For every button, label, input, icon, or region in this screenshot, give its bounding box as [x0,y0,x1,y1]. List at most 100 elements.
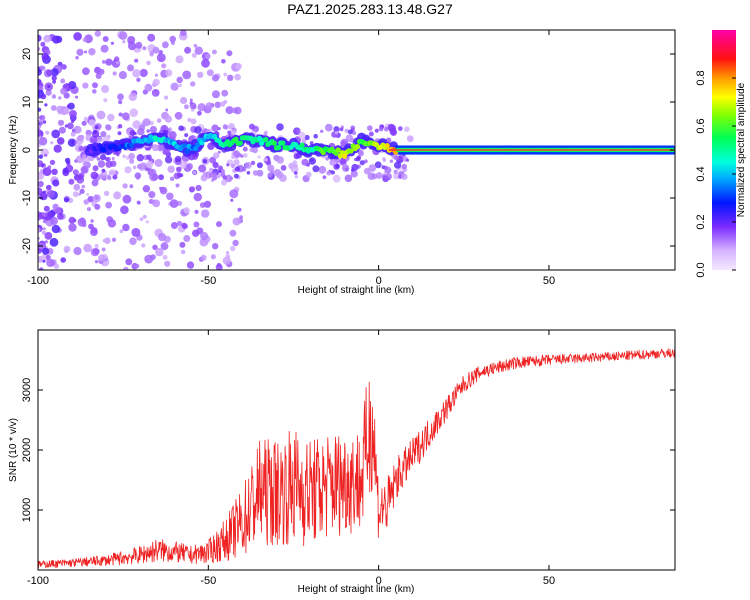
spectrogram-scatter-blob [355,156,361,162]
spectrogram-y-axis-title: Frequency (Hz) [8,116,19,185]
spectrogram-noise-blob [174,111,183,120]
spectrogram-noise-blob [82,82,89,89]
spectrogram-scatter-blob [78,146,84,152]
spectrogram-scatter-blob [109,169,116,176]
spectrogram-scatter-blob [112,174,118,180]
spectrogram-noise-blob [107,113,115,122]
spectrogram-noise-blob [134,263,140,269]
spectrogram-scatter-blob [211,124,219,132]
spectrogram-scatter-blob [151,173,159,181]
spectrogram-noise-blob [212,243,219,250]
spectrogram-noise-blob [128,42,137,51]
spectrogram-scatter-blob [194,126,202,134]
spectrogram-scatter-blob [322,175,327,180]
spectrogram-noise-blob [92,82,98,89]
spectrogram-scatter-blob [393,155,399,161]
spectrogram-noise-blob [152,244,158,250]
spectrogram-noise-blob [145,220,149,224]
snr-y-tick-label: 2000 [21,438,33,462]
spectrogram-noise-blob [203,200,212,208]
spectrogram-noise-blob [83,116,89,122]
spectrogram-x-tick-label: -50 [200,275,216,287]
spectrogram-noise-blob [51,224,61,234]
spectrogram-noise-blob [83,243,92,253]
spectrogram-noise-blob [125,258,133,266]
spectrogram-noise-blob [83,199,89,205]
spectrogram-scatter-blob [89,135,98,144]
spectrogram-noise-blob [232,239,239,247]
spectrogram-noise-blob [56,137,65,145]
spectrogram-noise-blob [90,228,98,237]
spectrogram-noise-blob [225,251,230,255]
spectrogram-scatter-blob [351,163,359,171]
spectrogram-scatter-blob [145,160,154,169]
spectrogram-noise-blob [49,237,59,247]
spectrogram-noise-blob [139,217,144,222]
spectrogram-scatter-blob [381,174,387,179]
spectrogram-scatter-blob [330,170,335,175]
spectrogram-noise-blob [105,201,112,209]
spectrogram-noise-blob [187,117,192,123]
spectrogram-ridge-point [335,147,341,153]
spectrogram-scatter-blob [82,161,88,167]
spectrogram-noise-blob [146,129,150,133]
spectrogram-noise-blob [157,144,165,152]
spectrogram-noise-blob [45,254,51,260]
spectrogram-noise-blob [211,74,220,82]
spectrogram-noise-blob [107,219,117,228]
spectrogram-noise-blob [158,233,167,242]
spectrogram-scatter-blob [250,160,256,166]
spectrogram-noise-blob [222,256,231,265]
spectrogram-scatter-blob [241,166,247,172]
spectrogram-scatter-blob [359,160,365,166]
spectrogram-noise-blob [181,222,187,229]
spectrogram-noise-blob [167,165,175,173]
spectrogram-scatter-blob [209,167,214,172]
spectrogram-ridge-point [101,147,107,153]
spectrogram-noise-blob [132,165,137,170]
spectrogram-x-tick-label: 0 [376,275,382,287]
spectrogram-noise-blob [227,74,234,82]
spectrogram-noise-blob [144,83,153,92]
spectrogram-noise-blob [53,263,60,269]
spectrogram-y-ticks: 20 10 0 -10 -20 [21,48,675,254]
spectrogram-scatter-blob [94,125,99,130]
spectrogram-noise-blob [101,85,110,93]
spectrogram-scatter-blob [276,123,284,131]
spectrogram-noise-blob [39,65,44,71]
spectrogram-noise-blob [219,101,226,107]
spectrogram-noise-blob [156,53,166,63]
spectrogram-noise-blob [164,260,171,267]
spectrogram-noise-blob [50,68,59,77]
spectrogram-noise-blob [230,245,236,252]
spectrogram-scatter-blob [406,158,410,162]
spectrogram-scatter-blob [217,150,221,154]
spectrogram-noise-blob [175,183,180,188]
spectrogram-noise-blob [50,105,57,111]
spectrogram-noise-blob [186,261,195,269]
spectrogram-noise-blob [38,154,43,159]
spectrogram-noise-blob [47,84,51,88]
spectrogram-scatter-blob [193,170,197,175]
spectrogram-noise-blob [122,194,132,204]
spectrogram-noise-blob [191,52,197,58]
spectrogram-noise-blob [211,49,217,55]
spectrogram-noise-blob [205,102,213,110]
spectrogram-scatter-blob [367,172,376,180]
spectrogram-noise-blob [94,260,99,264]
spectrogram-noise-blob [94,30,102,37]
spectrogram-noise-blob [192,229,200,237]
spectrogram-scatter-blob [75,136,84,145]
spectrogram-noise-blob [91,179,99,187]
spectrogram-noise-blob [221,179,227,186]
spectrogram-noise-blob [149,50,155,56]
spectrogram-noise-blob [235,63,242,70]
spectrogram-noise-blob [39,267,44,270]
spectrogram-noise-blob [69,110,77,118]
spectrogram-scatter-blob [401,173,408,180]
spectrogram-noise-blob [142,185,151,193]
spectrogram-scatter-blob [257,155,261,159]
spectrogram-noise-blob [63,197,70,203]
spectrogram-scatter-blob [358,150,364,157]
spectrogram-noise-blob [113,191,122,200]
